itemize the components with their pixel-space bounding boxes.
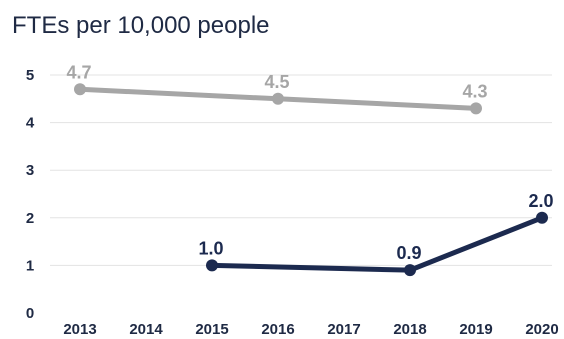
data-point <box>206 259 218 272</box>
y-tick-label: 2 <box>26 210 34 227</box>
data-point <box>404 264 416 277</box>
series-1: 4.7 4.5 4.3 <box>66 62 488 115</box>
y-tick-label: 4 <box>26 115 35 132</box>
data-label: 2.0 <box>528 191 553 211</box>
y-tick-label: 0 <box>26 305 34 322</box>
y-tick-label: 3 <box>26 162 34 179</box>
x-tick-label: 2015 <box>195 321 228 338</box>
series-group: 4.7 4.5 4.3 1.0 0.9 2.0 <box>66 62 554 277</box>
y-tick-label: 1 <box>26 257 34 274</box>
series-line <box>209 215 545 273</box>
gridlines <box>50 74 552 266</box>
data-label: 1.0 <box>198 238 223 258</box>
data-label: 4.3 <box>462 81 487 101</box>
x-tick-label: 2019 <box>459 321 492 338</box>
x-tick-label: 2013 <box>63 321 96 338</box>
data-point <box>470 102 482 115</box>
series-2: 1.0 0.9 2.0 <box>198 191 554 277</box>
chart-title: FTEs per 10,000 people <box>12 12 270 39</box>
data-label: 4.7 <box>66 62 91 82</box>
x-tick-label: 2018 <box>393 321 426 338</box>
x-axis-ticks: 2013 2014 2015 2016 2017 2018 2019 2020 <box>63 321 558 338</box>
data-label: 4.5 <box>264 72 289 92</box>
x-tick-label: 2016 <box>261 321 294 338</box>
x-tick-label: 2017 <box>327 321 360 338</box>
x-tick-label: 2020 <box>525 321 558 338</box>
data-point <box>272 92 284 105</box>
y-axis-ticks: 0 1 2 3 4 5 <box>26 67 35 322</box>
x-tick-label: 2014 <box>129 321 163 338</box>
data-point <box>74 83 86 96</box>
data-point <box>536 211 548 224</box>
data-label: 0.9 <box>396 243 421 263</box>
y-tick-label: 5 <box>26 67 34 84</box>
